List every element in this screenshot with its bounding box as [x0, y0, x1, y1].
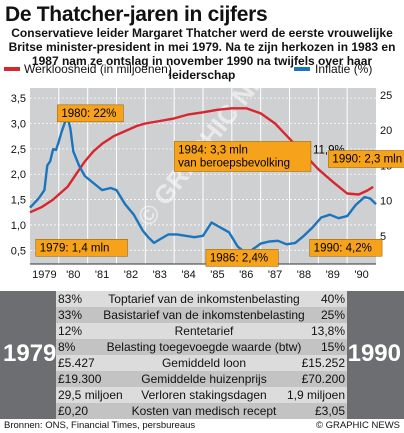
y-left-tick-label: 3,0	[11, 119, 26, 131]
y-right-tick-label: 20	[380, 125, 392, 137]
page-subtitle: Conservatieve leider Margaret Thatcher w…	[8, 26, 396, 82]
x-tick-label: '81	[95, 269, 109, 281]
callout-box	[328, 150, 404, 168]
year-1979-label: 1979	[3, 340, 57, 367]
callout-text: 1990: 4,2%	[314, 242, 372, 254]
x-tick-label: '86	[239, 269, 253, 281]
value-1990: 25%	[320, 308, 345, 322]
x-tick-label: '90	[354, 269, 368, 281]
legend-unemployment: Werkloosheid (in miljoenen)	[4, 62, 172, 76]
y-right-tick-label: 10	[380, 196, 392, 208]
y-left-tick-label: 1,0	[11, 220, 26, 232]
row-label: Gemiddelde huizenprijs	[141, 372, 267, 386]
table-row: 33% Basistarief van de inkomstenbelasting…	[56, 307, 347, 323]
x-tick-label: '85	[210, 269, 224, 281]
row-label: Kosten van medisch recept	[131, 404, 277, 418]
table-row: £19.300 Gemiddelde huizenprijs £70.200	[56, 371, 347, 387]
callout-box	[57, 104, 124, 123]
value-1990: £3,05	[314, 404, 345, 418]
year-1990-label: 1990	[347, 340, 401, 367]
value-1979: 12%	[58, 324, 83, 338]
row-label: Basistarief van de inkomstenbelasting	[103, 308, 305, 322]
value-1990: 13,8%	[310, 324, 345, 338]
legend-label-inflation: Inflatie (%)	[315, 62, 373, 76]
callout-5: 1990: 4,2%	[309, 239, 383, 257]
chart: 1979 '80 '81 '82 '83 '84 '85 '86 '87 '88 '89 '90 0,5…	[11, 78, 404, 281]
x-tick-label: '87	[268, 269, 282, 281]
table-row: 8% Belasting toegevoegde waarde (btw) 15%	[56, 339, 347, 355]
value-1979: 83%	[58, 292, 83, 306]
value-1990: £15.252	[301, 356, 345, 370]
credit: © GRAPHIC NEWS	[315, 420, 400, 431]
callout-text: 1990: 2,3 mln	[332, 154, 402, 166]
row-label: Verloren stakingsdagen	[141, 388, 267, 402]
x-tick-label: '84	[181, 269, 195, 281]
value-1979: 33%	[58, 308, 83, 322]
value-1990: 40%	[320, 292, 345, 306]
callout-box	[173, 141, 312, 172]
table-row: 12% Rentetarief 13,8%	[56, 323, 347, 339]
x-tick-label: '80	[66, 269, 80, 281]
y-left-tick-label: 2,5	[11, 144, 26, 156]
y-left-tick-label: 1,5	[11, 195, 26, 207]
legend-swatch-inflation	[294, 66, 310, 71]
value-1979: £19.300	[58, 372, 102, 386]
x-tick-label: 1979	[32, 269, 56, 281]
row-label: Gemiddeld loon	[161, 356, 247, 370]
row-label: Toptarief van de inkomstenbelasting	[108, 292, 300, 306]
inflation-line	[29, 115, 377, 255]
table-row: £5.427 Gemiddeld loon £15.252	[56, 355, 347, 371]
value-1979: £5.427	[58, 356, 95, 370]
stats-table: 1979 1990 83% Toptarief van de inkomstenb…	[0, 291, 404, 419]
legend-label-unemployment: Werkloosheid (in miljoenen)	[24, 62, 172, 76]
value-1990: £70.200	[301, 372, 345, 386]
source-note: Bronnen: ONS, Financial Times, persburea…	[4, 420, 196, 431]
callout-text: 1980: 22%	[61, 108, 116, 120]
callout-text: 1984: 3,3 mln	[178, 144, 248, 156]
legend-inflation: Inflatie (%)	[294, 62, 372, 76]
legend-swatch-unemployment	[4, 66, 20, 71]
y-left-tick-label: 0,5	[11, 245, 26, 257]
callout-0: 1980: 22%	[57, 104, 124, 123]
value-1990: 1,9 miljoen	[286, 388, 345, 402]
y-right-tick-label: 25	[380, 90, 392, 102]
callout-4: 1986: 2,4%	[205, 249, 279, 267]
value-1979: £0,20	[58, 404, 89, 418]
value-1990: 15%	[320, 340, 345, 354]
value-1979: 29,5 miljoen	[58, 388, 123, 402]
callout-text: van beroepsbevolking	[178, 157, 290, 169]
callout-3: 1990: 2,3 mln	[328, 150, 404, 168]
callout-box	[309, 239, 383, 257]
unemployment-line	[29, 107, 374, 214]
y-left-tick-label: 2,0	[11, 169, 26, 181]
x-tick-label: '83	[153, 269, 167, 281]
table-row: 29,5 miljoen Verloren stakingsdagen 1,9 mi…	[56, 387, 347, 403]
y-right-tick-label: 5	[380, 231, 386, 243]
callout-box	[35, 239, 128, 257]
table-row: £0,20 Kosten van medisch recept £3,05	[56, 403, 347, 419]
callout-text: 1986: 2,4%	[210, 252, 268, 264]
y-left-tick-label: 3,5	[11, 93, 26, 105]
x-tick-label: '88	[297, 269, 311, 281]
x-tick-label: '82	[124, 269, 138, 281]
callout-1: 1979: 1,4 mln	[35, 239, 128, 257]
x-tick-label: '89	[326, 269, 340, 281]
callout-box	[205, 249, 279, 267]
value-1979: 8%	[58, 340, 76, 354]
table-row: 83% Toptarief van de inkomstenbelasting 40…	[56, 291, 347, 307]
callout-text: 1979: 1,4 mln	[40, 242, 110, 254]
page-title: De Thatcher-jaren in cijfers	[5, 3, 268, 26]
row-label: Belasting toegevoegde waarde (btw)	[106, 340, 302, 354]
row-label: Rentetarief	[174, 324, 234, 338]
stats-rows: 83% Toptarief van de inkomstenbelasting 40…	[56, 291, 347, 419]
